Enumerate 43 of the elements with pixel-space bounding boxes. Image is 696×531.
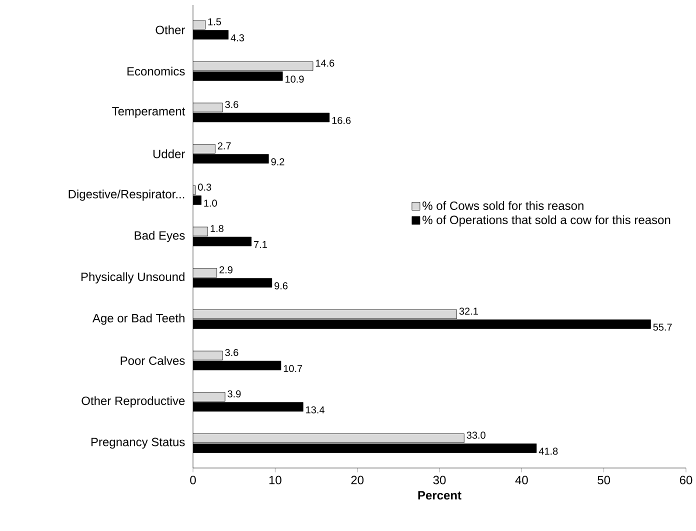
x-tick-label: 30 bbox=[433, 476, 446, 484]
data-label: 13.4 bbox=[306, 406, 324, 414]
legend-label: % of Cows sold for this reason bbox=[422, 201, 584, 210]
data-label: 55.7 bbox=[653, 324, 672, 331]
data-label: 2.7 bbox=[218, 142, 231, 150]
data-label: 9.6 bbox=[274, 282, 288, 290]
data-label: 4.3 bbox=[230, 34, 244, 42]
data-label: 3.6 bbox=[225, 348, 238, 356]
x-tick-label: 60 bbox=[680, 476, 692, 484]
y-tick-label: Physically Unsound bbox=[81, 272, 184, 284]
data-label: 2.9 bbox=[220, 266, 232, 274]
data-label: 1.8 bbox=[210, 224, 224, 232]
legend-label: % of Operations that sold a cow for this reason bbox=[422, 215, 670, 227]
x-tick-label: 20 bbox=[351, 476, 364, 484]
data-label: 7.1 bbox=[254, 241, 267, 248]
data-label: 10.9 bbox=[286, 76, 304, 83]
y-tick-label: Pregnancy Status bbox=[91, 438, 185, 449]
y-tick-label: Other bbox=[156, 25, 185, 34]
x-tick-label: 0 bbox=[190, 476, 196, 484]
data-label: 32.1 bbox=[459, 308, 478, 315]
y-tick-label: Bad Eyes bbox=[134, 230, 185, 242]
data-label: 3.6 bbox=[225, 100, 238, 108]
y-tick-label: Age or Bad Teeth bbox=[92, 314, 184, 325]
data-label: 9.2 bbox=[271, 158, 284, 166]
x-axis-title: Percent bbox=[418, 491, 462, 500]
y-tick-label: Economics bbox=[128, 66, 185, 76]
data-label: 14.6 bbox=[316, 60, 334, 67]
data-label: 3.9 bbox=[228, 390, 241, 398]
y-tick-label: Other Reproductive bbox=[82, 396, 185, 408]
y-tick-label: Poor Calves bbox=[120, 356, 185, 365]
data-label: 10.7 bbox=[284, 364, 302, 372]
x-tick-label: 40 bbox=[515, 476, 528, 484]
x-tick-label: 50 bbox=[598, 476, 610, 484]
data-label: 16.6 bbox=[332, 116, 351, 124]
data-label: 41.8 bbox=[538, 448, 558, 455]
y-tick-label: Udder bbox=[153, 149, 185, 158]
data-label: 33.0 bbox=[466, 432, 486, 439]
x-tick-label: 10 bbox=[269, 476, 282, 484]
data-label: 1.5 bbox=[208, 18, 222, 26]
y-tick-label: Digestive/Respirator... bbox=[68, 190, 184, 201]
data-label: 0.3 bbox=[198, 184, 212, 191]
data-label: 1.0 bbox=[204, 200, 217, 207]
y-tick-label: Temperament bbox=[112, 107, 186, 118]
